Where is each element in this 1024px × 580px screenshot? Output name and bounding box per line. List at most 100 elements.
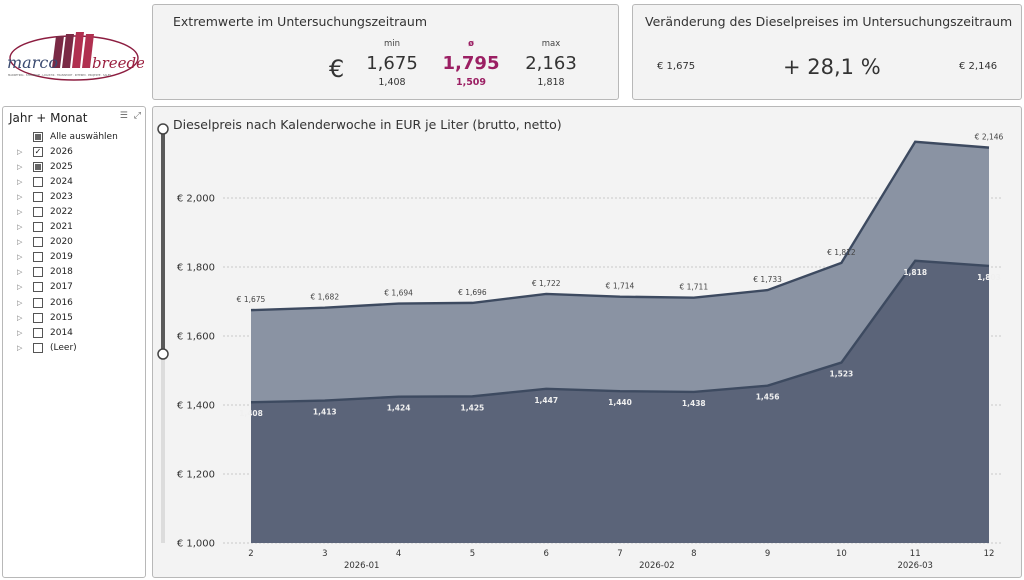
slicer-item-label: Alle auswählen	[50, 131, 118, 142]
chart-canvas: € 1,000 € 1,200 € 1,400 € 1,600 € 1,800 € 2,0…	[157, 123, 1004, 571]
slicer-checkbox[interactable]	[33, 191, 43, 202]
kpi-max-net: 1,818	[537, 77, 565, 88]
slicer-item-label: 2022	[50, 207, 73, 218]
area-series-2	[251, 260, 989, 543]
year-month-slicer: Jahr + Monat ☰ ⤢ Alle auswählen ▷ ✓ 2026 ▷ 202…	[2, 106, 146, 578]
slicer-checkbox[interactable]	[33, 161, 43, 172]
y-tick-label: € 2,000	[177, 194, 215, 205]
slicer-checkbox[interactable]	[33, 312, 43, 323]
kpi-extreme-card: Extremwerte im Untersuchungszeitraum € m…	[152, 4, 619, 100]
logo-text-right: breede	[92, 54, 144, 72]
line-series-1	[250, 140, 990, 312]
slicer-item-label: 2018	[50, 267, 73, 278]
x-tick-label: 10	[836, 549, 847, 559]
x-tick-label: 11	[910, 549, 921, 559]
expand-arrow-icon[interactable]: ▷	[17, 283, 23, 292]
data-label-gross: € 1,675	[237, 295, 266, 304]
y-tick-label: € 1,000	[177, 539, 215, 550]
slicer-item-2021[interactable]: ▷ 2021	[17, 220, 118, 235]
kpi-min: min 1,675 1,408	[357, 39, 427, 88]
x-tick-label: 9	[765, 549, 770, 559]
slicer-item-2019[interactable]: ▷ 2019	[17, 250, 118, 265]
data-label-net: 1,408	[239, 409, 263, 418]
slicer-checkbox[interactable]	[33, 297, 43, 308]
expand-arrow-icon[interactable]: ▷	[17, 328, 23, 337]
data-label-gross: € 1,696	[458, 288, 487, 297]
expand-arrow-icon[interactable]: ▷	[17, 268, 23, 277]
expand-arrow-icon[interactable]: ▷	[17, 147, 23, 156]
x-tick-label: 7	[617, 549, 622, 559]
slicer-item-label: 2026	[50, 146, 73, 157]
slicer-checkbox[interactable]	[33, 342, 43, 353]
expand-arrow-icon[interactable]: ▷	[17, 298, 23, 307]
slicer-checkbox[interactable]	[33, 327, 43, 338]
slicer-item-2023[interactable]: ▷ 2023	[17, 189, 118, 204]
slicer-checkbox[interactable]	[33, 282, 43, 293]
slicer-item-label: (Leer)	[50, 342, 77, 353]
slicer-item-2015[interactable]: ▷ 2015	[17, 310, 118, 325]
slicer-checkbox[interactable]	[33, 222, 43, 233]
kpi-avg-net: 1,509	[455, 77, 487, 88]
slicer-checkbox[interactable]: ✓	[33, 146, 43, 157]
expand-icon[interactable]: ⤢	[133, 111, 141, 121]
slicer-checkbox[interactable]	[33, 176, 43, 187]
slicer-item-2022[interactable]: ▷ 2022	[17, 204, 118, 219]
slicer-item-label: 2015	[50, 312, 73, 323]
kpi-avg-label: ø	[468, 39, 474, 49]
slicer-item-2014[interactable]: ▷ 2014	[17, 325, 118, 340]
slicer-item-2026[interactable]: ▷ ✓ 2026	[17, 144, 118, 159]
data-label-gross: € 1,812	[827, 248, 856, 257]
expand-arrow-icon[interactable]: ▷	[17, 208, 23, 217]
data-label-gross: € 1,733	[753, 275, 782, 284]
x-tick-label: 4	[396, 549, 401, 559]
x-group-label: 2026-01	[344, 561, 380, 571]
filter-icon[interactable]: ☰	[119, 111, 128, 121]
x-tick-label: 5	[470, 549, 475, 559]
slicer-item-label: 2023	[50, 191, 73, 202]
data-label-net: 1,447	[534, 396, 558, 405]
expand-arrow-icon[interactable]: ▷	[17, 253, 23, 262]
data-label-gross: € 2,146	[975, 133, 1004, 142]
slicer-item-2016[interactable]: ▷ 2016	[17, 295, 118, 310]
slicer-list: Alle auswählen ▷ ✓ 2026 ▷ 2025 ▷ 2024 ▷ 2023 ▷ 2022…	[17, 129, 118, 355]
kpi-max-gross: 2,163	[525, 53, 577, 74]
slicer-checkbox[interactable]	[33, 131, 43, 142]
slicer-item-2020[interactable]: ▷ 2020	[17, 235, 118, 250]
expand-arrow-icon[interactable]: ▷	[17, 238, 23, 247]
data-label-gross: € 1,714	[606, 282, 635, 291]
slicer-item--leer-[interactable]: ▷ (Leer)	[17, 340, 118, 355]
slicer-item-2024[interactable]: ▷ 2024	[17, 174, 118, 189]
expand-arrow-icon[interactable]: ▷	[17, 223, 23, 232]
expand-arrow-icon[interactable]: ▷	[17, 192, 23, 201]
range-slider-handle-bottom[interactable]	[157, 348, 169, 360]
slicer-item-label: 2014	[50, 327, 73, 338]
slicer-item-2018[interactable]: ▷ 2018	[17, 265, 118, 280]
expand-arrow-icon[interactable]: ▷	[17, 162, 23, 171]
slicer-item-2025[interactable]: ▷ 2025	[17, 159, 118, 174]
line-series-2	[250, 259, 990, 404]
y-tick-label: € 1,600	[177, 332, 215, 343]
slicer-checkbox[interactable]	[33, 207, 43, 218]
data-label-gross: € 1,711	[679, 283, 708, 292]
x-tick-label: 2	[248, 549, 253, 559]
slicer-checkbox[interactable]	[33, 252, 43, 263]
slicer-checkbox[interactable]	[33, 267, 43, 278]
data-label-net: 1,456	[756, 393, 780, 402]
range-slider-handle-top[interactable]	[157, 123, 169, 135]
expand-arrow-icon[interactable]: ▷	[17, 313, 23, 322]
data-label-net: 1,818	[903, 268, 927, 277]
slicer-item-label: 2016	[50, 297, 73, 308]
data-label-gross: € 1,722	[532, 279, 561, 288]
diesel-chart: Dieselpreis nach Kalenderwoche in EUR je…	[152, 106, 1022, 578]
slicer-title: Jahr + Monat	[9, 111, 88, 125]
expand-arrow-icon[interactable]: ▷	[17, 343, 23, 352]
slicer-item-alle-ausw-hlen[interactable]: Alle auswählen	[17, 129, 118, 144]
data-label-gross: € 1,682	[310, 293, 339, 302]
kpi-avg: ø 1,795 1,509	[436, 39, 506, 88]
x-tick-label: 6	[543, 549, 548, 559]
kpi-min-gross: 1,675	[366, 53, 418, 74]
slicer-item-2017[interactable]: ▷ 2017	[17, 280, 118, 295]
slicer-checkbox[interactable]	[33, 237, 43, 248]
expand-arrow-icon[interactable]: ▷	[17, 177, 23, 186]
kpi-change-title: Veränderung des Dieselpreises im Untersu…	[645, 14, 1013, 29]
